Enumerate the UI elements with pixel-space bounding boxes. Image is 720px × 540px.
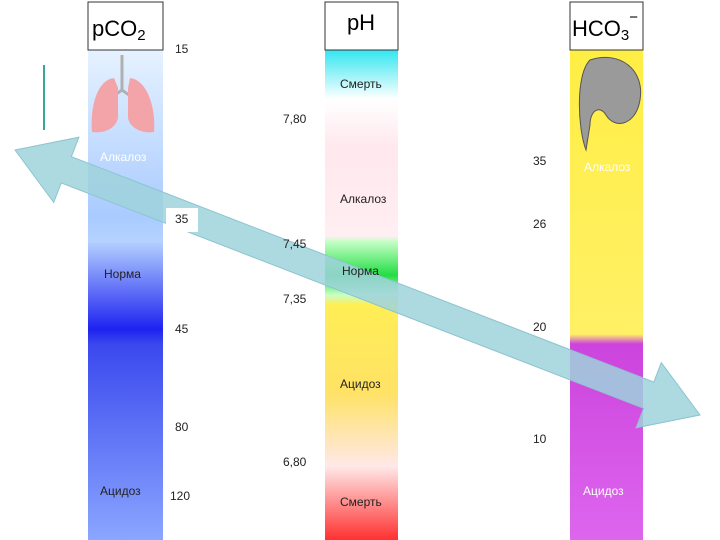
label: 120 [170,489,190,503]
kidney-icon [578,56,642,152]
label: 80 [175,420,189,434]
header: HCO3− [572,9,638,44]
lungs-icon [91,55,155,133]
label: Алкалоз [584,160,631,174]
label: 20 [533,320,547,334]
label: Алкалоз [100,150,147,164]
header: pH [347,10,375,35]
header: pCO2 [92,16,146,44]
header-box [569,1,644,51]
label: 45 [175,322,189,336]
label: 7,35 [283,292,307,306]
label: Норма [342,264,379,278]
label: 26 [533,217,547,231]
label: 35 [175,212,189,226]
label: 7,45 [283,237,307,251]
label: Ацидоз [340,377,381,391]
label: Алкалоз [340,192,387,206]
label: Смерть [340,77,382,91]
label: Ацидоз [583,484,624,498]
label: 15 [175,42,189,56]
label: Норма [104,267,141,281]
label: 6,80 [283,455,307,469]
label: Ацидоз [100,484,141,498]
header-box [87,1,164,51]
label: 10 [533,432,547,446]
header-box [324,1,399,51]
label-box [166,208,198,232]
label: Смерть [340,495,382,509]
label: 7,80 [283,112,307,126]
label: 35 [533,154,547,168]
